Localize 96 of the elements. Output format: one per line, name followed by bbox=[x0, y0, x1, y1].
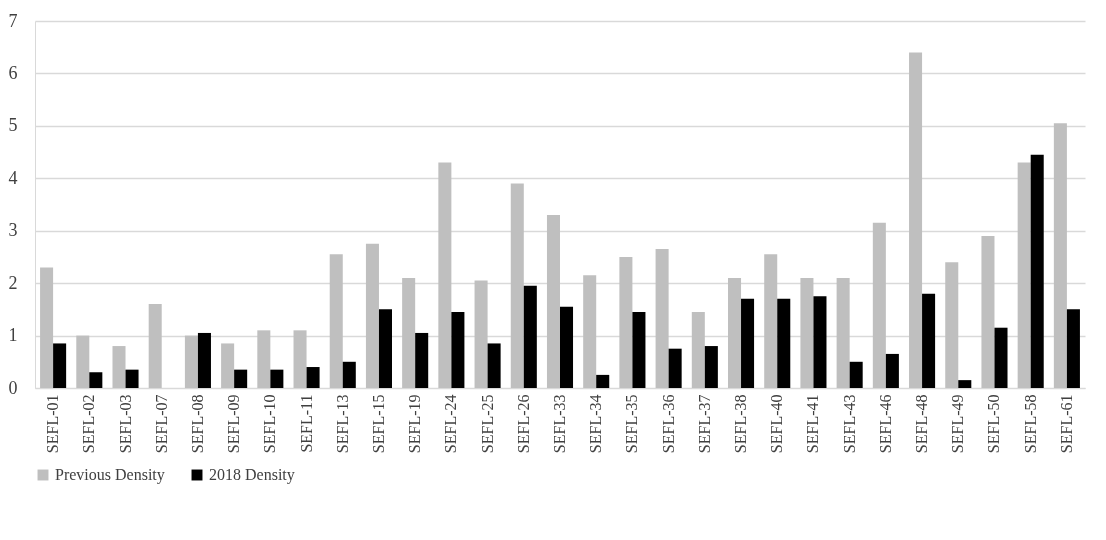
bar bbox=[523, 285, 537, 388]
legend-label: Previous Density bbox=[55, 466, 165, 484]
bar bbox=[813, 296, 827, 388]
x-tick-label: SEFL-49 bbox=[949, 394, 967, 454]
bar bbox=[184, 335, 198, 388]
x-tick-label: SEFL-48 bbox=[913, 394, 931, 454]
bar bbox=[1017, 162, 1031, 388]
bar bbox=[53, 343, 67, 388]
x-tick-label: SEFL-25 bbox=[478, 394, 496, 454]
x-tick-label: SEFL-37 bbox=[695, 394, 713, 454]
bar bbox=[596, 374, 610, 388]
bar bbox=[741, 298, 755, 388]
bar bbox=[270, 369, 284, 388]
bar bbox=[487, 343, 501, 388]
y-tick-label: 4 bbox=[8, 167, 18, 188]
x-tick-label: SEFL-38 bbox=[732, 394, 750, 454]
bar bbox=[546, 214, 560, 388]
bar bbox=[112, 346, 126, 388]
x-tick-label: SEFL-41 bbox=[804, 394, 822, 454]
x-tick-label: SEFL-10 bbox=[261, 394, 279, 454]
bar bbox=[836, 277, 850, 388]
x-tick-label: SEFL-13 bbox=[333, 394, 351, 454]
x-tick-label: SEFL-35 bbox=[623, 394, 641, 454]
legend-label: 2018 Density bbox=[209, 466, 295, 484]
bar bbox=[1030, 154, 1044, 388]
bar bbox=[691, 311, 705, 388]
y-tick-label: 5 bbox=[8, 115, 18, 136]
bar bbox=[257, 330, 271, 388]
bar bbox=[329, 254, 343, 388]
bar bbox=[1053, 123, 1067, 388]
bar bbox=[849, 361, 863, 388]
y-tick-label: 6 bbox=[8, 62, 18, 83]
bar bbox=[89, 372, 103, 388]
x-tick-label: SEFL-24 bbox=[442, 394, 460, 454]
bar bbox=[76, 335, 90, 388]
bar bbox=[872, 222, 886, 388]
x-tick-label: SEFL-03 bbox=[116, 394, 134, 454]
bar bbox=[510, 183, 524, 388]
bar bbox=[632, 311, 646, 388]
bar bbox=[1066, 309, 1080, 388]
bar bbox=[981, 235, 995, 388]
bar bbox=[451, 311, 465, 388]
bar bbox=[148, 304, 162, 388]
bar bbox=[704, 346, 718, 388]
x-tick-label: SEFL-50 bbox=[985, 394, 1003, 454]
x-tick-label: SEFL-46 bbox=[876, 394, 894, 454]
bar bbox=[234, 369, 248, 388]
bar bbox=[221, 343, 235, 388]
bar bbox=[560, 306, 574, 388]
x-tick-label: SEFL-07 bbox=[152, 394, 170, 454]
bar bbox=[438, 162, 452, 388]
bar bbox=[922, 293, 936, 388]
bar bbox=[764, 254, 778, 388]
x-tick-label: SEFL-09 bbox=[225, 394, 243, 454]
x-tick-label: SEFL-33 bbox=[551, 394, 568, 454]
bar bbox=[293, 330, 307, 388]
bar bbox=[306, 367, 320, 388]
bar bbox=[668, 348, 682, 388]
x-tick-label: SEFL-36 bbox=[659, 394, 677, 454]
bar bbox=[655, 249, 669, 388]
bar bbox=[619, 256, 633, 388]
bar bbox=[728, 277, 742, 388]
x-tick-label: SEFL-40 bbox=[768, 394, 786, 454]
y-tick-label: 1 bbox=[8, 325, 18, 346]
bar bbox=[365, 243, 379, 388]
x-tick-label: SEFL-58 bbox=[1021, 394, 1039, 454]
bar bbox=[415, 332, 429, 388]
x-tick-label: SEFL-26 bbox=[514, 394, 532, 454]
bar bbox=[474, 280, 488, 388]
x-tick-label: SEFL-34 bbox=[587, 394, 605, 454]
bar bbox=[197, 332, 211, 388]
x-tick-label: SEFL-15 bbox=[369, 394, 387, 454]
bar bbox=[125, 369, 139, 388]
x-tick-label: SEFL-11 bbox=[297, 394, 315, 453]
bar bbox=[885, 353, 899, 388]
x-tick-label: SEFL-01 bbox=[44, 394, 62, 454]
bar bbox=[909, 52, 923, 388]
bar bbox=[342, 361, 356, 388]
bar bbox=[378, 309, 392, 388]
y-tick-label: 7 bbox=[8, 10, 18, 31]
bar bbox=[40, 267, 54, 388]
x-tick-label: SEFL-43 bbox=[840, 394, 858, 454]
y-tick-label: 0 bbox=[8, 377, 18, 398]
bar bbox=[945, 262, 959, 388]
bar bbox=[777, 298, 791, 388]
bar bbox=[402, 277, 416, 388]
bar bbox=[958, 380, 972, 388]
x-tick-label: SEFL-08 bbox=[188, 394, 206, 454]
x-tick-label: SEFL-61 bbox=[1057, 394, 1075, 454]
bar bbox=[800, 277, 814, 388]
x-tick-label: SEFL-02 bbox=[80, 394, 98, 454]
y-tick-label: 2 bbox=[8, 272, 18, 293]
y-tick-label: 3 bbox=[8, 220, 18, 241]
bar bbox=[994, 327, 1008, 388]
bar bbox=[583, 275, 597, 388]
x-tick-label: SEFL-19 bbox=[406, 394, 424, 454]
